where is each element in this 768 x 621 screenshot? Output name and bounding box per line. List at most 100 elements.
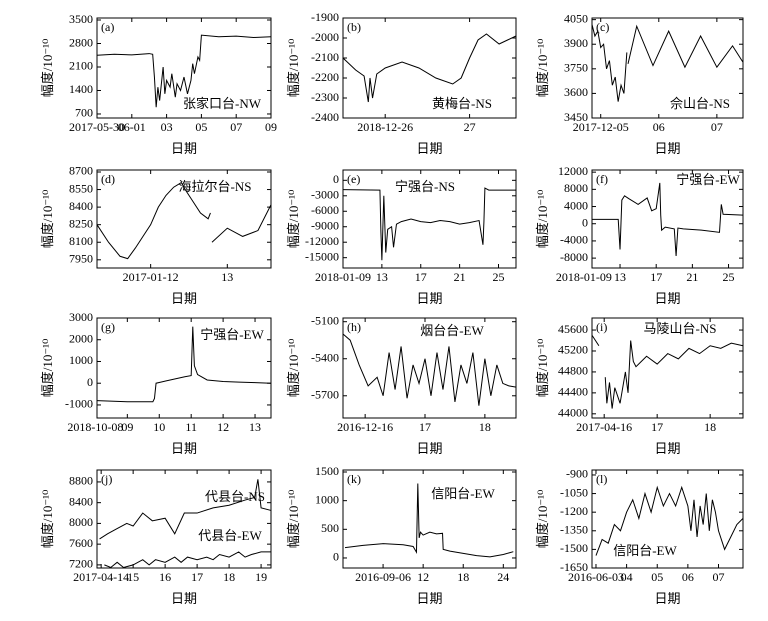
y-tick-label: 45200 [558,343,588,357]
station-label: 宁强台-EW [200,327,264,342]
y-axis-label: 幅度/10⁻¹⁰ [535,39,550,98]
x-tick-label: 21 [686,270,698,284]
y-axis-label: 幅度/10⁻¹⁰ [40,190,55,249]
x-axis-label: 日期 [171,441,197,456]
x-tick-label: 2018-10-08 [67,420,123,434]
station-label: 烟台台-EW [420,323,484,338]
x-tick-label: 06 [682,570,694,584]
x-axis-label: 日期 [654,141,680,156]
y-axis-label: 幅度/10⁻¹⁰ [40,490,55,549]
series-line [342,333,517,406]
y-tick-label: 2100 [69,59,93,73]
y-tick-label: -8000 [560,250,588,264]
x-tick-label: 2016-06-03 [568,570,624,584]
plot-frame [342,169,517,269]
y-tick-label: 3750 [564,61,588,75]
series-line [595,485,744,556]
station-label: 宁强台-EW [676,172,740,187]
x-tick-label: 13 [376,270,388,284]
x-tick-label: 06-01 [118,120,146,134]
y-tick-label: 8400 [69,199,93,213]
y-tick-label: 8000 [564,181,588,195]
series-line [591,335,744,409]
x-tick-label: 13 [614,270,626,284]
y-tick-label: 3450 [564,110,588,124]
x-tick-label: 19 [255,570,267,584]
panel-label: (d) [101,172,115,186]
y-tick-label: -2400 [311,110,339,124]
y-tick-label: 3900 [564,36,588,50]
x-tick-label: 12 [417,570,429,584]
y-axis-label: 幅度/10⁻¹⁰ [40,39,55,98]
x-tick-label: 07 [712,570,724,584]
x-tick-label: 2016-09-06 [355,570,411,584]
panel: 3450 3600 3750 3900 4050 2017-12-05 06 07 日期 幅度/1… [535,11,744,156]
y-axis-label: 幅度/10⁻¹⁰ [286,490,301,549]
y-tick-label: 4050 [564,11,588,25]
y-tick-label: -5100 [311,313,339,327]
y-tick-label: 8250 [69,216,93,230]
y-tick-label: 0 [87,375,93,389]
x-tick-label: 2017-04-16 [576,420,632,434]
y-tick-label: 1400 [69,82,93,96]
x-tick-label: 04 [621,570,633,584]
x-axis-label: 日期 [654,591,680,606]
station-label: 宁强台-NS [395,179,455,194]
plot-frame [96,317,272,419]
x-tick-label: 2018-01-09 [556,270,612,284]
series-line [591,24,744,102]
y-tick-label: -9000 [311,218,339,232]
series-line [344,483,514,558]
x-tick-label: 17 [415,270,427,284]
series-line [592,182,744,256]
panel-label: (f) [596,172,608,186]
y-tick-label: 7600 [69,536,93,550]
y-tick-label: -3000 [311,188,339,202]
panel: 12000 8000 4000 0 -4000 -8000 13 17 21 25 2018-01-… [535,164,744,306]
y-tick-label: -2100 [311,50,339,64]
y-tick-label: 44000 [558,406,588,420]
station-label: 信阳台-EW [613,543,677,558]
station-label: 马陵山台-NS [644,321,717,336]
station-label: 海拉尔台-NS [179,179,252,194]
y-tick-label: 8000 [69,515,93,529]
y-tick-label: -1200 [560,504,588,518]
x-tick-label: 2017-04-14 [73,570,129,584]
y-tick-label: -1050 [560,485,588,499]
y-tick-label: 1500 [315,464,339,478]
panel: 0 -3000-6000-9000 -12000-15000 2018-01-09 13… [286,169,517,306]
y-tick-label: -1900 [311,10,339,24]
plot-frame [96,17,272,119]
y-tick-label: -1650 [560,560,588,574]
y-tick-label: 44800 [558,364,588,378]
series-line [99,479,272,540]
series-line [104,551,271,569]
panel-label: (b) [347,20,361,34]
x-tick-label: 10 [153,420,165,434]
y-tick-label: 3600 [564,85,588,99]
x-tick-label: 2017-01-12 [123,270,179,284]
plot-frame [591,317,744,419]
y-tick-label: -900 [566,467,588,481]
y-axis-label: 幅度/10⁻¹⁰ [535,490,550,549]
series-label: 代县台-EW [198,528,262,543]
panel-label: (k) [347,472,361,486]
station-label: 张家口台-NW [183,96,262,111]
x-tick-label: 2017-12-05 [573,120,629,134]
plot-frame [342,317,517,419]
x-tick-label: 09 [265,120,277,134]
y-tick-label: 2000 [69,331,93,345]
x-tick-label: 17 [651,420,663,434]
y-tick-label: 7950 [69,252,93,266]
panel-label: (g) [101,320,115,334]
plot-frame [591,17,744,119]
y-axis-label: 幅度/10⁻¹⁰ [286,339,301,398]
x-axis-label: 日期 [654,441,680,456]
x-tick-label: 13 [221,270,233,284]
y-tick-label: 44400 [558,385,588,399]
x-tick-label: 16 [159,570,171,584]
panel-label: (i) [596,320,607,334]
x-tick-label: 13 [249,420,261,434]
station-label: 信阳台-EW [431,486,495,501]
